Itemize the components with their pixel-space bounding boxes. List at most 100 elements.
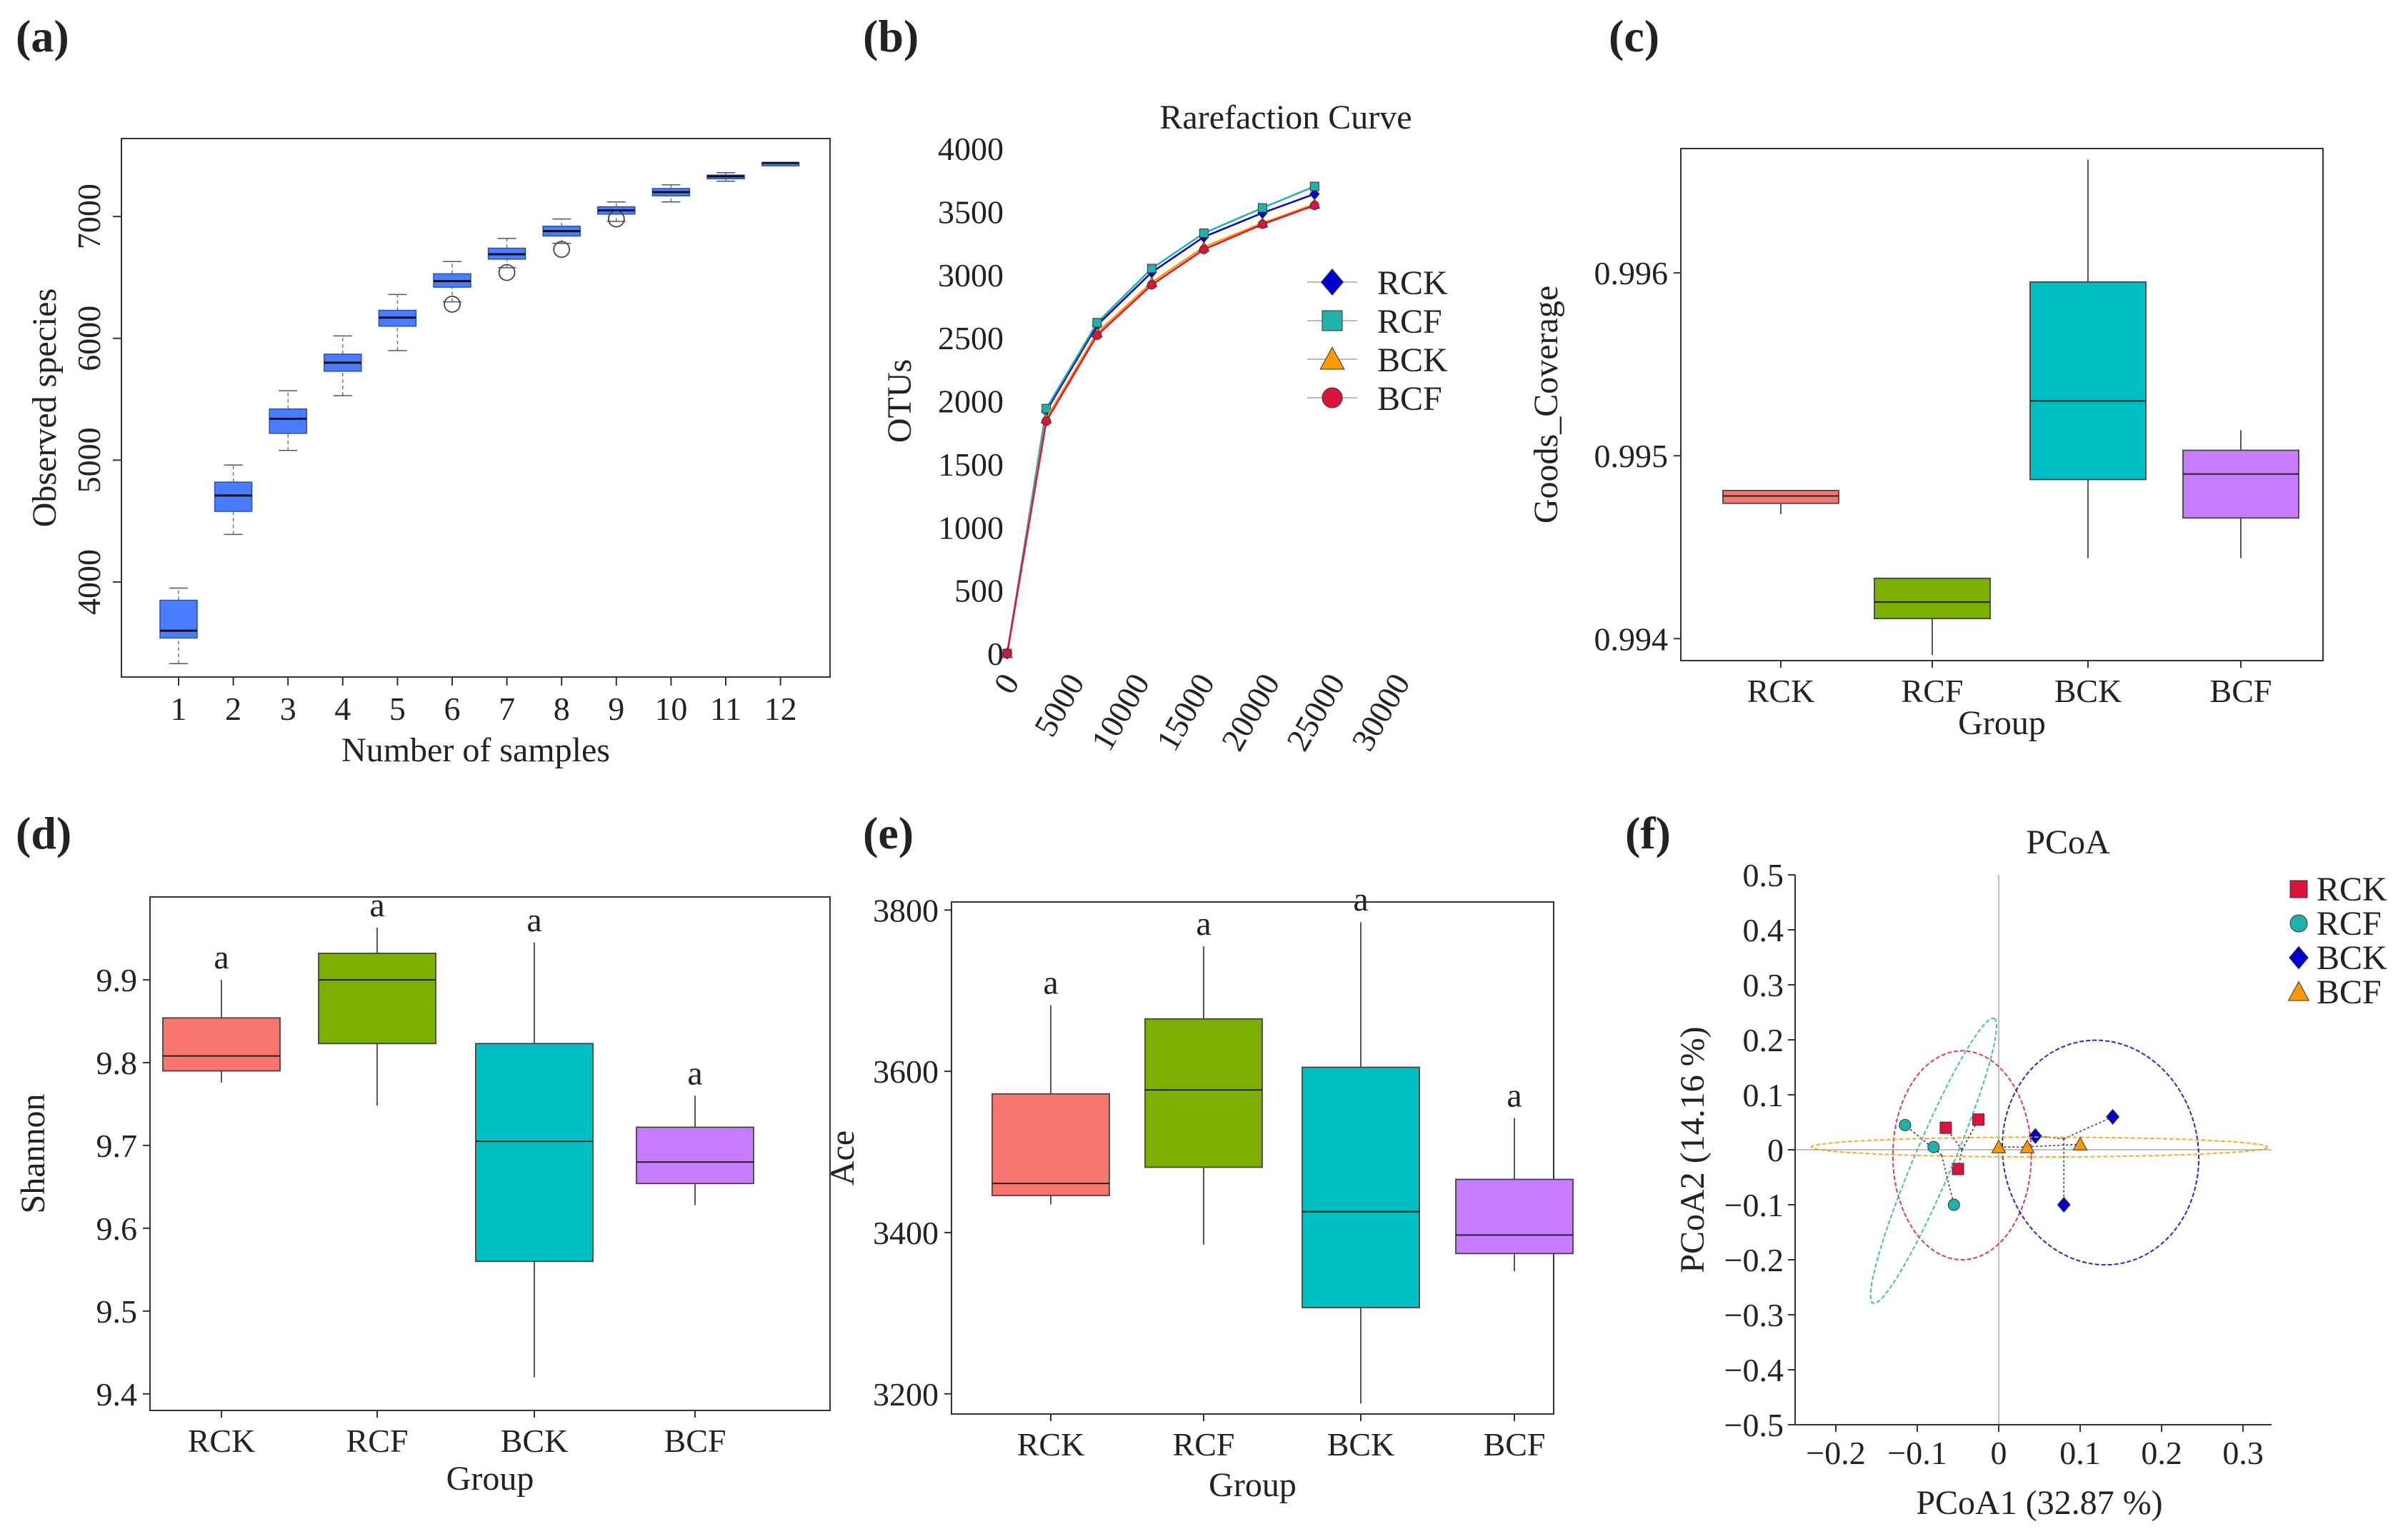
data-point [1002, 648, 1012, 658]
y-tick-label: 4000 [938, 131, 1004, 167]
y-tick-label: 0.994 [1594, 621, 1669, 657]
box-9 [597, 201, 636, 228]
box [1302, 1066, 1420, 1308]
data-point [1952, 1163, 1964, 1175]
box-BCF: a [1455, 1077, 1574, 1272]
x-tick-label: BCK [2054, 673, 2122, 709]
panel-label: (c) [1609, 11, 1659, 61]
legend-label: BCF [1377, 380, 1442, 418]
y-axis-title: Ace [824, 1131, 861, 1185]
chart-title: PCoA [2026, 823, 2110, 861]
data-point [1899, 1118, 1912, 1131]
x-tick-label: 3 [280, 691, 296, 727]
data-point [1257, 203, 1267, 213]
legend-marker [2289, 946, 2309, 970]
legend-marker [1320, 269, 1344, 296]
box-5 [378, 294, 417, 351]
y-axis-title: Shannon [14, 1094, 52, 1214]
x-tick-label: RCF [1902, 673, 1964, 709]
series-line [1006, 185, 1315, 654]
y-tick-label: 0 [1767, 1132, 1784, 1168]
legend-marker [1322, 310, 1343, 331]
outlier [553, 241, 571, 259]
data-point [2106, 1108, 2120, 1125]
data-point [1199, 228, 1209, 238]
significance-letter: a [1196, 905, 1211, 943]
box [1455, 1178, 1574, 1255]
y-tick-label: 9.8 [96, 1045, 138, 1081]
y-axis-title: PCoA2 (14.16 %) [1674, 1026, 1712, 1273]
y-tick-label: 0.995 [1594, 438, 1669, 474]
y-tick-label: 9.4 [96, 1376, 138, 1413]
y-tick-label: 500 [954, 573, 1004, 609]
panel-label: (e) [863, 808, 914, 858]
x-tick-label: 5000 [1027, 668, 1091, 743]
x-tick-label: 5 [389, 691, 406, 727]
y-tick-label: −0.5 [1724, 1407, 1784, 1443]
x-tick-label: 9 [608, 691, 624, 727]
panel-f: PCoA −0.5 −0.4 −0.3 −0.2 −0.1 0 0.1 0.2 0.3 0.4 0.5… [1674, 823, 2387, 1522]
x-tick-label: 0 [1991, 1435, 2007, 1471]
data-point [2057, 1196, 2071, 1213]
y-tick-label: 9.7 [96, 1128, 138, 1164]
legend-label: RCF [2317, 905, 2382, 943]
x-axis-title: PCoA1 (32.87 %) [1916, 1484, 2162, 1522]
legend-label: RCK [2317, 871, 2387, 908]
y-tick-label: 4000 [71, 549, 107, 615]
box [475, 1043, 594, 1263]
y-tick-label: 0.3 [1743, 967, 1784, 1003]
box-7 [487, 238, 526, 281]
significance-letter: a [1507, 1077, 1522, 1115]
box-6 [433, 261, 471, 313]
box-BCF [2182, 430, 2299, 558]
data-point [1146, 264, 1156, 274]
y-tick-label: 9.6 [96, 1210, 138, 1247]
x-tick-label: 10 [654, 691, 687, 727]
significance-letter: a [1043, 964, 1058, 1002]
y-tick-label: 3400 [873, 1215, 939, 1251]
series-BCK [1001, 198, 1321, 658]
y-tick-label: 0 [987, 636, 1004, 672]
box-2 [214, 464, 253, 536]
x-tick-label: 7 [499, 691, 515, 727]
data-point [2019, 1139, 2035, 1153]
box-8 [542, 218, 581, 259]
spider-line [2063, 1116, 2113, 1140]
box [2182, 449, 2299, 519]
legend-label: BCK [2317, 939, 2387, 977]
x-tick-label: RCK [1017, 1426, 1085, 1463]
y-tick-label: −0.4 [1724, 1352, 1784, 1388]
spider-line [1904, 1124, 1942, 1156]
x-tick-label: 0.3 [2222, 1435, 2264, 1471]
box [2029, 281, 2147, 481]
box [269, 408, 307, 434]
x-tick-label: 15000 [1149, 668, 1222, 757]
legend-marker [1319, 346, 1345, 370]
x-tick-label: 1 [171, 691, 187, 727]
data-point [1927, 1141, 1940, 1153]
box-RCK [1722, 489, 1839, 515]
y-tick-label: 2000 [938, 384, 1004, 420]
plot-frame [1680, 148, 2324, 661]
y-tick-label: 7000 [71, 184, 107, 249]
data-point [1309, 201, 1319, 211]
x-tick-label: 4 [334, 691, 351, 727]
legend-label: BCF [2317, 973, 2382, 1011]
y-tick-label: −0.2 [1724, 1242, 1784, 1278]
x-tick-label: 11 [710, 691, 741, 727]
legend-label: RCK [1377, 264, 1448, 302]
y-tick-label: 0.1 [1743, 1077, 1784, 1113]
box-RCF: a [318, 886, 436, 1106]
y-tick-label: 9.5 [96, 1293, 138, 1330]
x-axis-title: Group [1209, 1466, 1297, 1504]
data-point [1972, 1113, 1985, 1126]
box [636, 1126, 754, 1185]
panel-c: 0.994 0.995 0.996 RCK RCF BCK BCF Group Goods_Co… [1527, 148, 2324, 742]
box-BCK: a [475, 901, 594, 1378]
y-tick-label: −0.1 [1724, 1187, 1784, 1223]
box [991, 1093, 1110, 1196]
panel-label: (a) [16, 11, 69, 61]
chart-title: Rarefaction Curve [1159, 99, 1412, 136]
y-tick-label: 3200 [873, 1376, 939, 1413]
